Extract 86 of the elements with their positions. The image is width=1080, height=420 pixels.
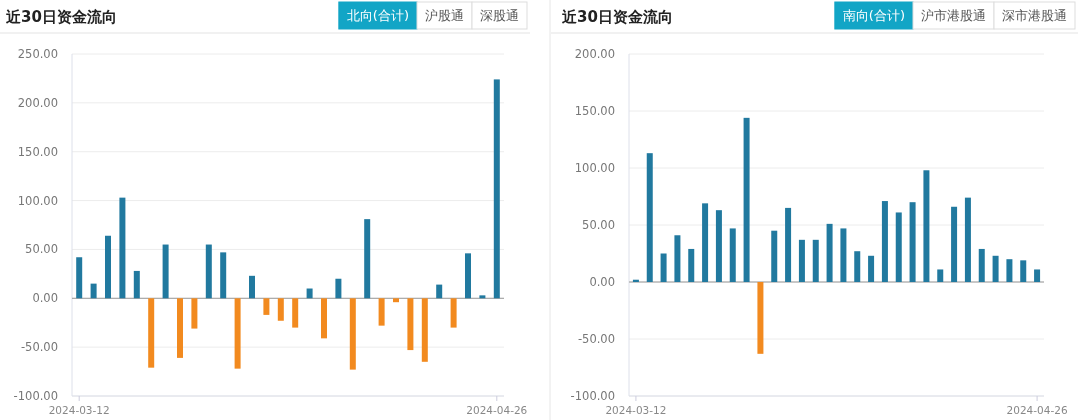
bar	[660, 253, 667, 282]
y-tick-label: 150.00	[17, 144, 58, 159]
bar	[702, 203, 709, 282]
y-tick-label: -100.00	[13, 389, 58, 403]
bar	[868, 255, 875, 282]
bar	[978, 248, 985, 282]
bar	[881, 201, 888, 282]
bar	[840, 228, 847, 282]
bar	[937, 269, 944, 282]
y-tick-label: 0.00	[589, 275, 615, 289]
bar	[162, 244, 169, 299]
bar	[743, 117, 750, 282]
y-tick-label: -50.00	[20, 340, 58, 355]
bar	[493, 79, 500, 299]
bar	[1020, 260, 1027, 282]
y-tick-label: 250.00	[17, 47, 58, 61]
x-tick-label: 2024-04-26	[466, 404, 528, 416]
bar	[674, 235, 681, 282]
bar	[148, 298, 155, 368]
bar	[1006, 259, 1013, 282]
bar	[479, 295, 486, 299]
y-tick-label: 0.00	[32, 291, 58, 306]
y-tick-label: 200.00	[574, 47, 615, 61]
bar	[909, 202, 916, 282]
bar	[826, 223, 833, 282]
x-tick-label: 2024-03-12	[605, 404, 667, 416]
bar	[249, 275, 255, 299]
bar	[812, 239, 819, 282]
bar	[465, 253, 471, 299]
bar	[646, 153, 653, 282]
bar	[306, 288, 313, 299]
bar	[105, 235, 111, 299]
chart-title: 近30日资金流向	[561, 8, 673, 26]
bar	[715, 210, 722, 282]
y-tick-label: 200.00	[17, 95, 58, 110]
bar	[854, 251, 861, 282]
bar	[1034, 269, 1041, 282]
bar	[321, 298, 327, 339]
bar	[964, 197, 971, 282]
bar	[220, 252, 227, 299]
text: 沪市港股通	[921, 8, 986, 23]
bar	[263, 298, 270, 315]
bar	[335, 278, 342, 299]
bar	[951, 206, 958, 282]
bar	[90, 283, 97, 299]
text: 深市港股通	[1002, 8, 1067, 23]
x-tick-label: 2024-04-26	[1006, 404, 1068, 416]
bar	[450, 298, 457, 328]
bar	[234, 298, 241, 369]
bar	[76, 257, 83, 299]
y-tick-label: -50.00	[577, 332, 615, 346]
bar	[407, 298, 414, 351]
x-tick-label: 2024-03-12	[48, 404, 110, 416]
bar	[688, 248, 695, 282]
chart-title: 近30日资金流向	[5, 8, 117, 26]
bar	[757, 282, 764, 354]
y-tick-label: -100.00	[570, 389, 615, 403]
bar	[798, 239, 805, 282]
y-tick-label: 50.00	[25, 242, 58, 257]
bar	[292, 298, 299, 328]
bar	[729, 228, 736, 282]
bar	[378, 298, 385, 326]
bar	[191, 298, 198, 329]
y-tick-label: 150.00	[574, 104, 615, 118]
bar	[177, 298, 183, 358]
bar	[421, 298, 428, 362]
text: 深股通	[480, 8, 519, 23]
bar	[992, 255, 999, 282]
bar	[895, 212, 902, 282]
y-tick-label: 50.00	[582, 218, 615, 232]
bar	[205, 244, 212, 299]
bar	[277, 298, 284, 321]
bar	[393, 298, 399, 303]
bar	[785, 207, 792, 282]
bar	[133, 270, 140, 299]
bar	[119, 197, 126, 299]
bar	[771, 230, 778, 282]
chart-subtitle: 北向(合计)	[346, 8, 409, 23]
y-tick-label: 100.00	[574, 161, 615, 175]
bar	[364, 219, 371, 299]
bar	[349, 298, 356, 370]
bar	[923, 170, 930, 282]
bar	[436, 284, 443, 299]
chart-subtitle: 南向(合计)	[842, 8, 905, 23]
text: 沪股通	[425, 8, 464, 23]
y-tick-label: 100.00	[17, 193, 58, 208]
